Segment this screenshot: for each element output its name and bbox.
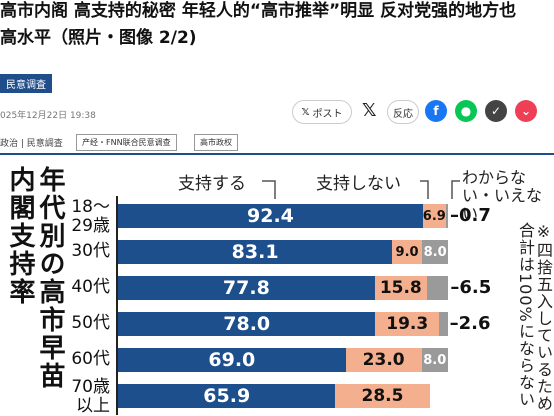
bar-segment: 23.0 (345, 348, 422, 372)
chart-title: 年代別の高市早苗内閣支持率 (5, 166, 65, 390)
post-button[interactable]: 𝕏 ポスト (292, 100, 352, 124)
data-label: 77.8 (222, 277, 270, 299)
data-label: 8.0 (423, 352, 447, 368)
byline: 政治 | 民意調査 (0, 139, 63, 149)
legend-support: 支持する (178, 174, 246, 194)
react-label: 反応 (393, 108, 413, 120)
category-label: 50代 (71, 313, 110, 333)
bar-segment: 83.1 (118, 240, 393, 264)
category-label: 40代 (71, 277, 110, 297)
bar-segment: 28.5 (335, 384, 430, 408)
pocket-icon[interactable]: ✓ (485, 100, 507, 122)
data-label: 92.4 (247, 205, 294, 227)
article-title: 高市内阁 高支持的秘密 年轻人的“高市推举”明显 反对党强的地方也 (0, 1, 517, 21)
data-label: 28.5 (361, 386, 404, 406)
x-small-icon: 𝕏 (301, 106, 310, 118)
data-label: 6.9 (422, 208, 446, 224)
data-label: 9.0 (395, 244, 419, 260)
bar-segment (439, 312, 448, 336)
bar-segment: 69.0 (118, 348, 346, 372)
pill-survey[interactable]: 产经・FNN联合民意调查 (76, 134, 177, 151)
x-icon[interactable]: 𝕏 (362, 100, 377, 121)
data-label: 69.0 (208, 349, 256, 371)
bar-segment: 6.9 (423, 204, 446, 228)
article-subtitle: 高水平（照片・图像 2/2) (0, 28, 197, 48)
line-icon[interactable]: ● (455, 100, 477, 122)
bar-segment (426, 276, 449, 300)
bar-segment: 77.8 (118, 276, 375, 300)
data-label: 15.8 (379, 278, 422, 298)
legend-unknown: わからない・いえない (462, 168, 543, 223)
chart-note: ※四捨五入しているため合計は100%にならない (516, 222, 553, 412)
bar-segment: 78.0 (118, 312, 376, 336)
data-label: 23.0 (362, 350, 405, 370)
react-button[interactable]: 反応 (387, 100, 419, 124)
data-label: 65.9 (203, 385, 251, 407)
bar-segment: 8.0 (421, 240, 449, 264)
facebook-icon[interactable]: f (425, 100, 447, 122)
y-axis-line (116, 196, 118, 415)
data-label: –0.7 (450, 205, 491, 226)
data-label: –2.6 (449, 313, 491, 334)
bar-segment: 9.0 (392, 240, 422, 264)
category-label: 60代 (71, 349, 110, 369)
category-label: 70歳 以上 (71, 377, 110, 416)
pill-government[interactable]: 高市政权 (194, 134, 238, 151)
category-tag[interactable]: 民意调査 (0, 74, 52, 93)
bar-segment: 65.9 (118, 384, 336, 408)
bar-segment: 15.8 (374, 276, 427, 300)
post-label: ポスト (312, 108, 343, 120)
category-label: 18〜 29歳 (71, 197, 110, 236)
data-label: 19.3 (386, 314, 429, 334)
bar-segment (445, 204, 448, 228)
data-label: 78.0 (223, 313, 271, 335)
data-label: –6.5 (450, 277, 492, 298)
data-label: 83.1 (231, 241, 279, 263)
bar-segment: 19.3 (375, 312, 440, 336)
publish-date: 025年12月22日 19:38 (0, 111, 96, 121)
legend-oppose: 支持しない (316, 174, 401, 194)
bar-segment: 8.0 (421, 348, 448, 372)
divider (0, 153, 554, 155)
bar-segment: 92.4 (118, 204, 423, 228)
category-label: 30代 (71, 241, 110, 261)
bookmark-icon[interactable]: ⌄ (515, 100, 537, 122)
data-label: 8.0 (423, 244, 447, 260)
